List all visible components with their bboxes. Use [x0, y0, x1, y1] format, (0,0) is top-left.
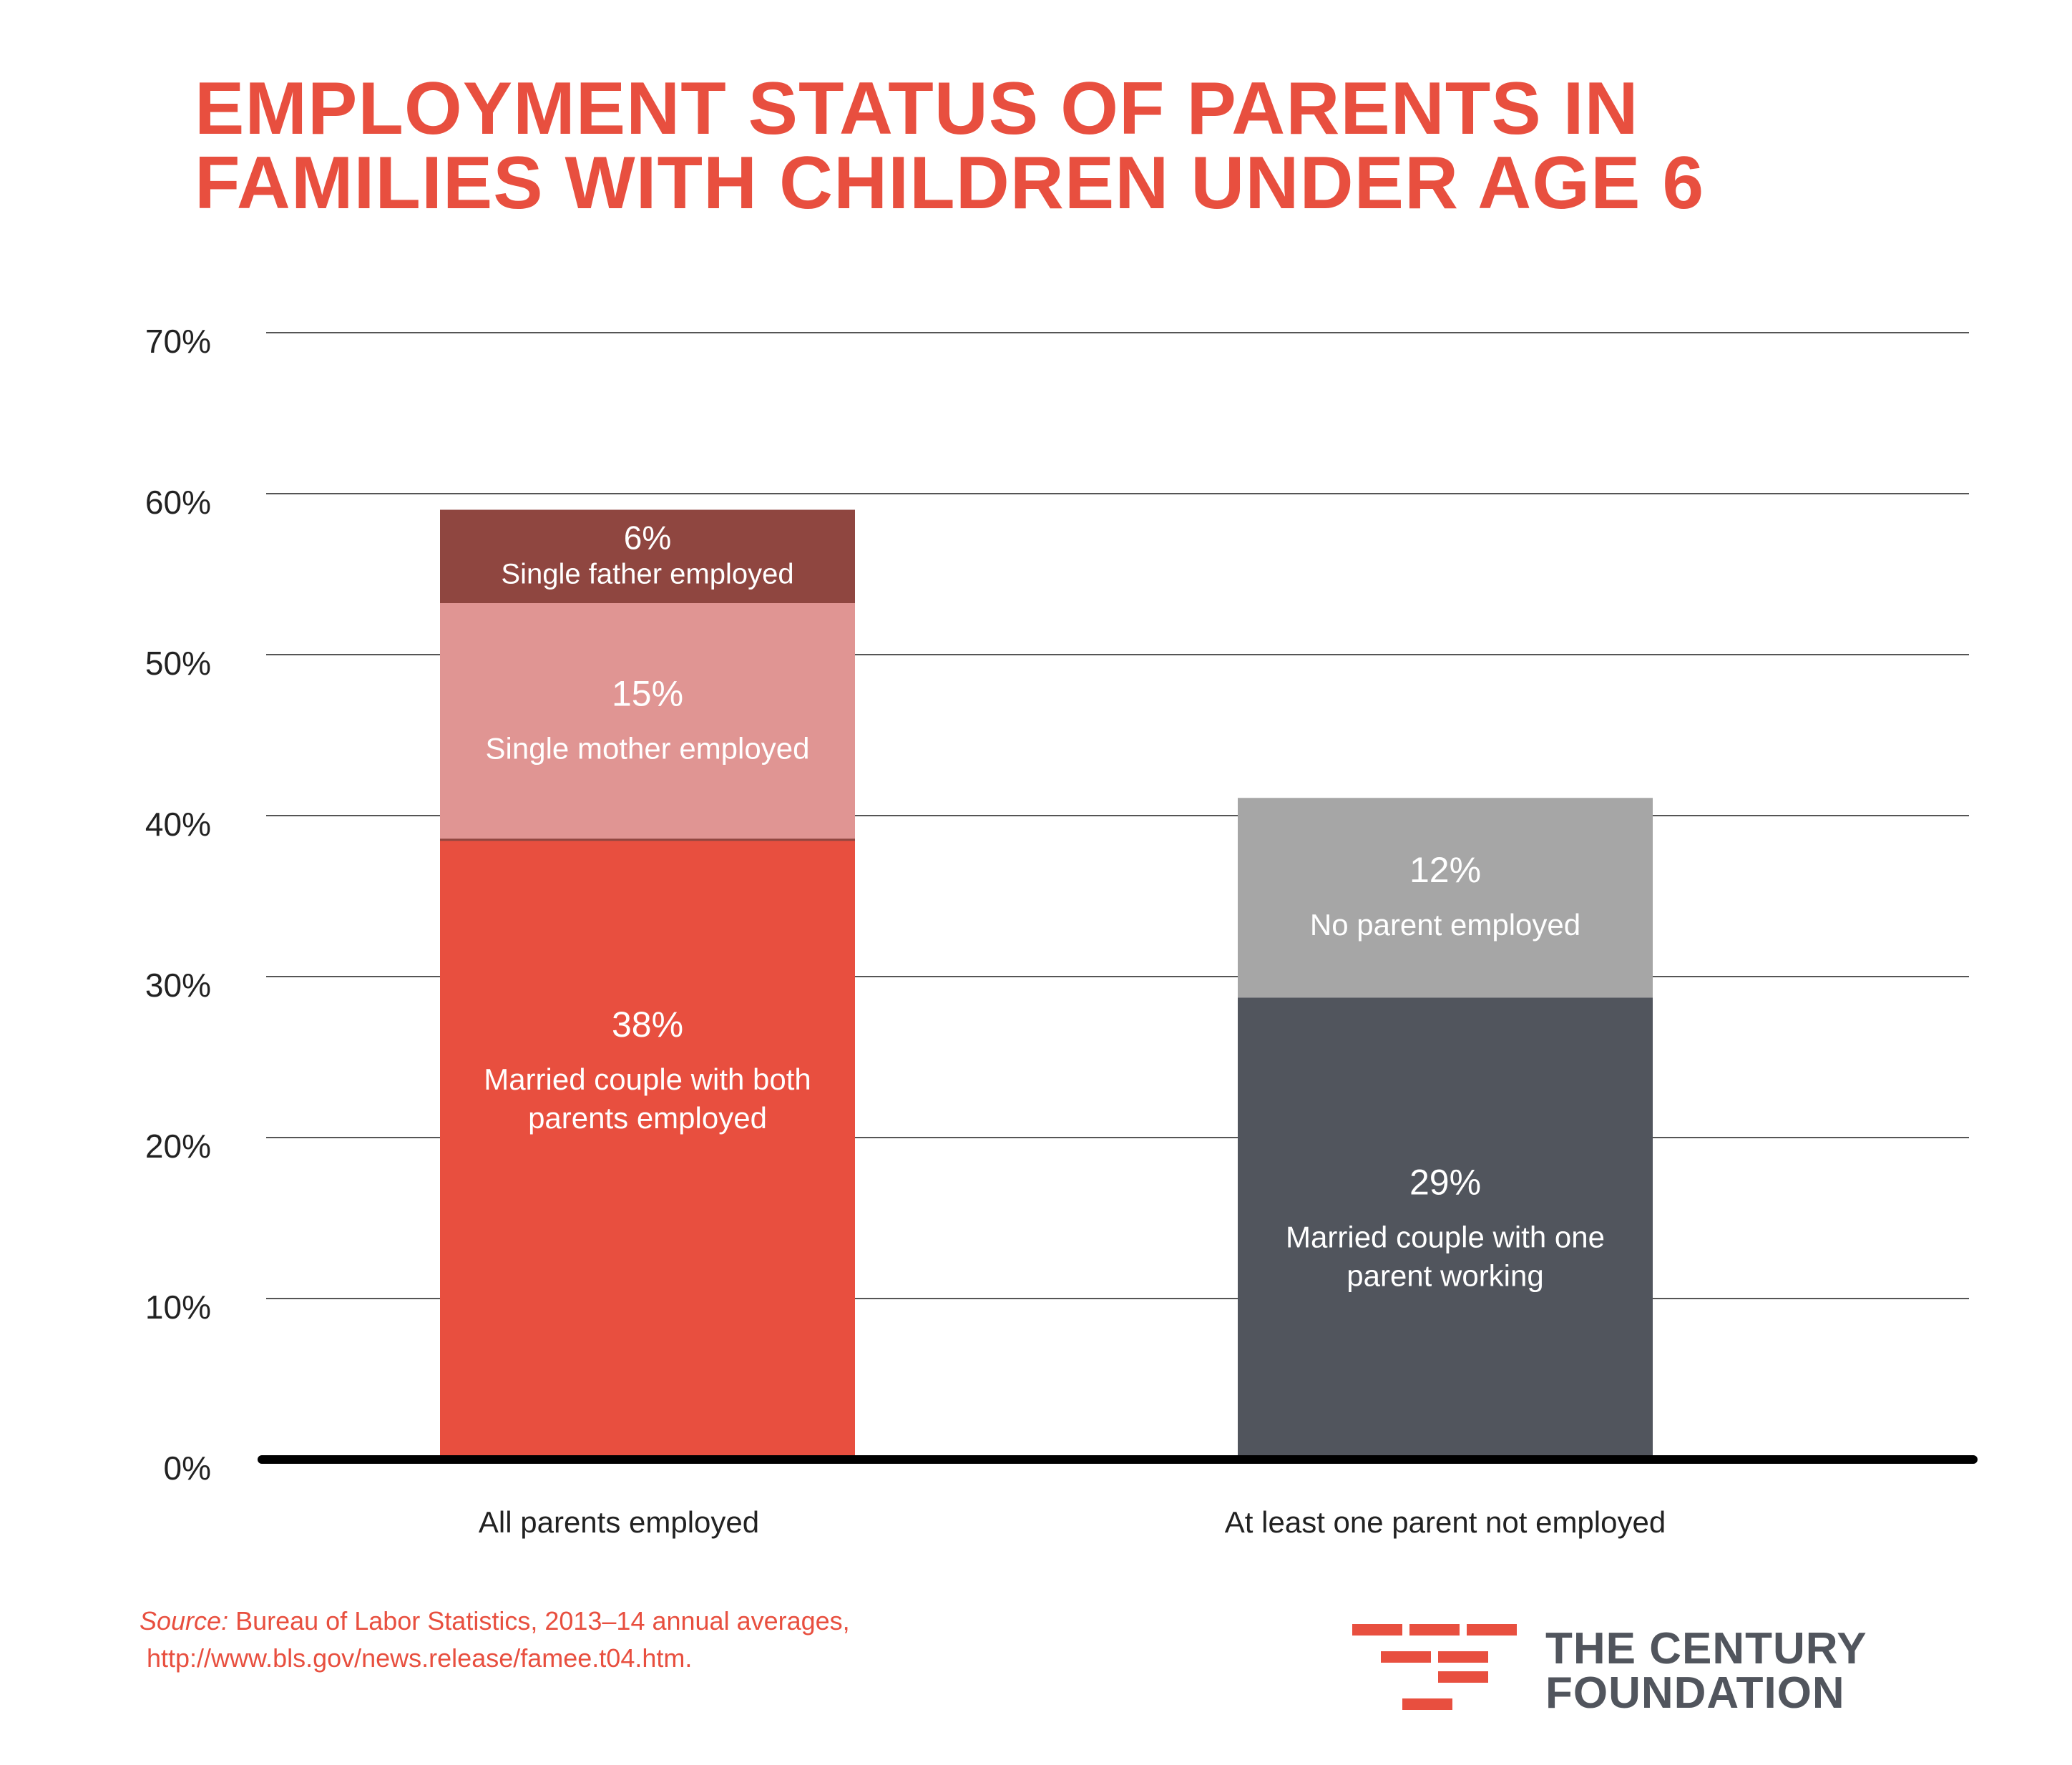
segment-label: Single mother employed — [486, 731, 810, 765]
y-tick-label: 40% — [145, 806, 211, 843]
logo-mark-bar — [1409, 1624, 1460, 1636]
y-tick-label: 50% — [145, 645, 211, 682]
chart-title-line-1: EMPLOYMENT STATUS OF PARENTS IN — [195, 67, 1639, 150]
data-label: 38% — [612, 1004, 683, 1045]
bar-segment — [440, 603, 855, 840]
data-label: 6% — [624, 519, 671, 557]
century-foundation-logo: THE CENTURY FOUNDATION — [1352, 1624, 1896, 1717]
source-url: http://www.bls.gov/news.release/famee.t0… — [147, 1643, 693, 1673]
source-note: Source: Bureau of Labor Statistics, 2013… — [140, 1603, 1070, 1677]
logo-mark-bar — [1381, 1651, 1431, 1663]
logo-mark-bar — [1438, 1671, 1488, 1683]
y-tick-label: 30% — [145, 967, 211, 1004]
chart-title: EMPLOYMENT STATUS OF PARENTS IN FAMILIES… — [195, 72, 1983, 220]
segment-label: parents employed — [528, 1101, 767, 1135]
logo-text-line-1: THE CENTURY — [1545, 1624, 1867, 1673]
x-category-label: All parents employed — [479, 1505, 759, 1539]
data-label: 12% — [1409, 850, 1481, 890]
y-tick-label: 60% — [145, 484, 211, 521]
logo-mark-bar — [1438, 1651, 1488, 1663]
bar-segment — [1238, 997, 1653, 1460]
logo-mark-bar — [1352, 1624, 1402, 1636]
century-foundation-logo-mark — [1352, 1624, 1517, 1710]
segment-label: Single father employed — [501, 559, 793, 590]
logo-text-line-2: FOUNDATION — [1545, 1668, 1845, 1718]
segment-label: parent working — [1347, 1258, 1543, 1292]
bar-segment — [440, 839, 855, 1460]
data-label: 29% — [1409, 1162, 1481, 1202]
y-tick-label: 0% — [164, 1449, 211, 1487]
data-label: 15% — [612, 673, 683, 713]
bar-segment — [440, 509, 855, 603]
source-label: Source: — [140, 1606, 229, 1636]
chart-title-line-2: FAMILIES WITH CHILDREN UNDER AGE 6 — [195, 142, 1705, 225]
logo-mark-bar — [1467, 1624, 1517, 1636]
y-tick-label: 20% — [145, 1128, 211, 1165]
bar-segment — [1238, 798, 1653, 998]
x-category-label: At least one parent not employed — [1225, 1505, 1666, 1539]
logo-mark-bar — [1402, 1698, 1452, 1710]
stacked-bar-chart: 0% 10% 20% 30% 40% 50% 60% 70% 38% Married couple… — [145, 323, 1978, 1539]
segment-label: Married couple with both — [484, 1062, 811, 1096]
segment-label: Married couple with one — [1286, 1220, 1605, 1253]
y-tick-label: 10% — [145, 1289, 211, 1326]
segment-label: No parent employed — [1310, 908, 1580, 942]
source-text: Bureau of Labor Statistics, 2013–14 annu… — [235, 1606, 850, 1636]
y-tick-label: 70% — [145, 323, 211, 360]
